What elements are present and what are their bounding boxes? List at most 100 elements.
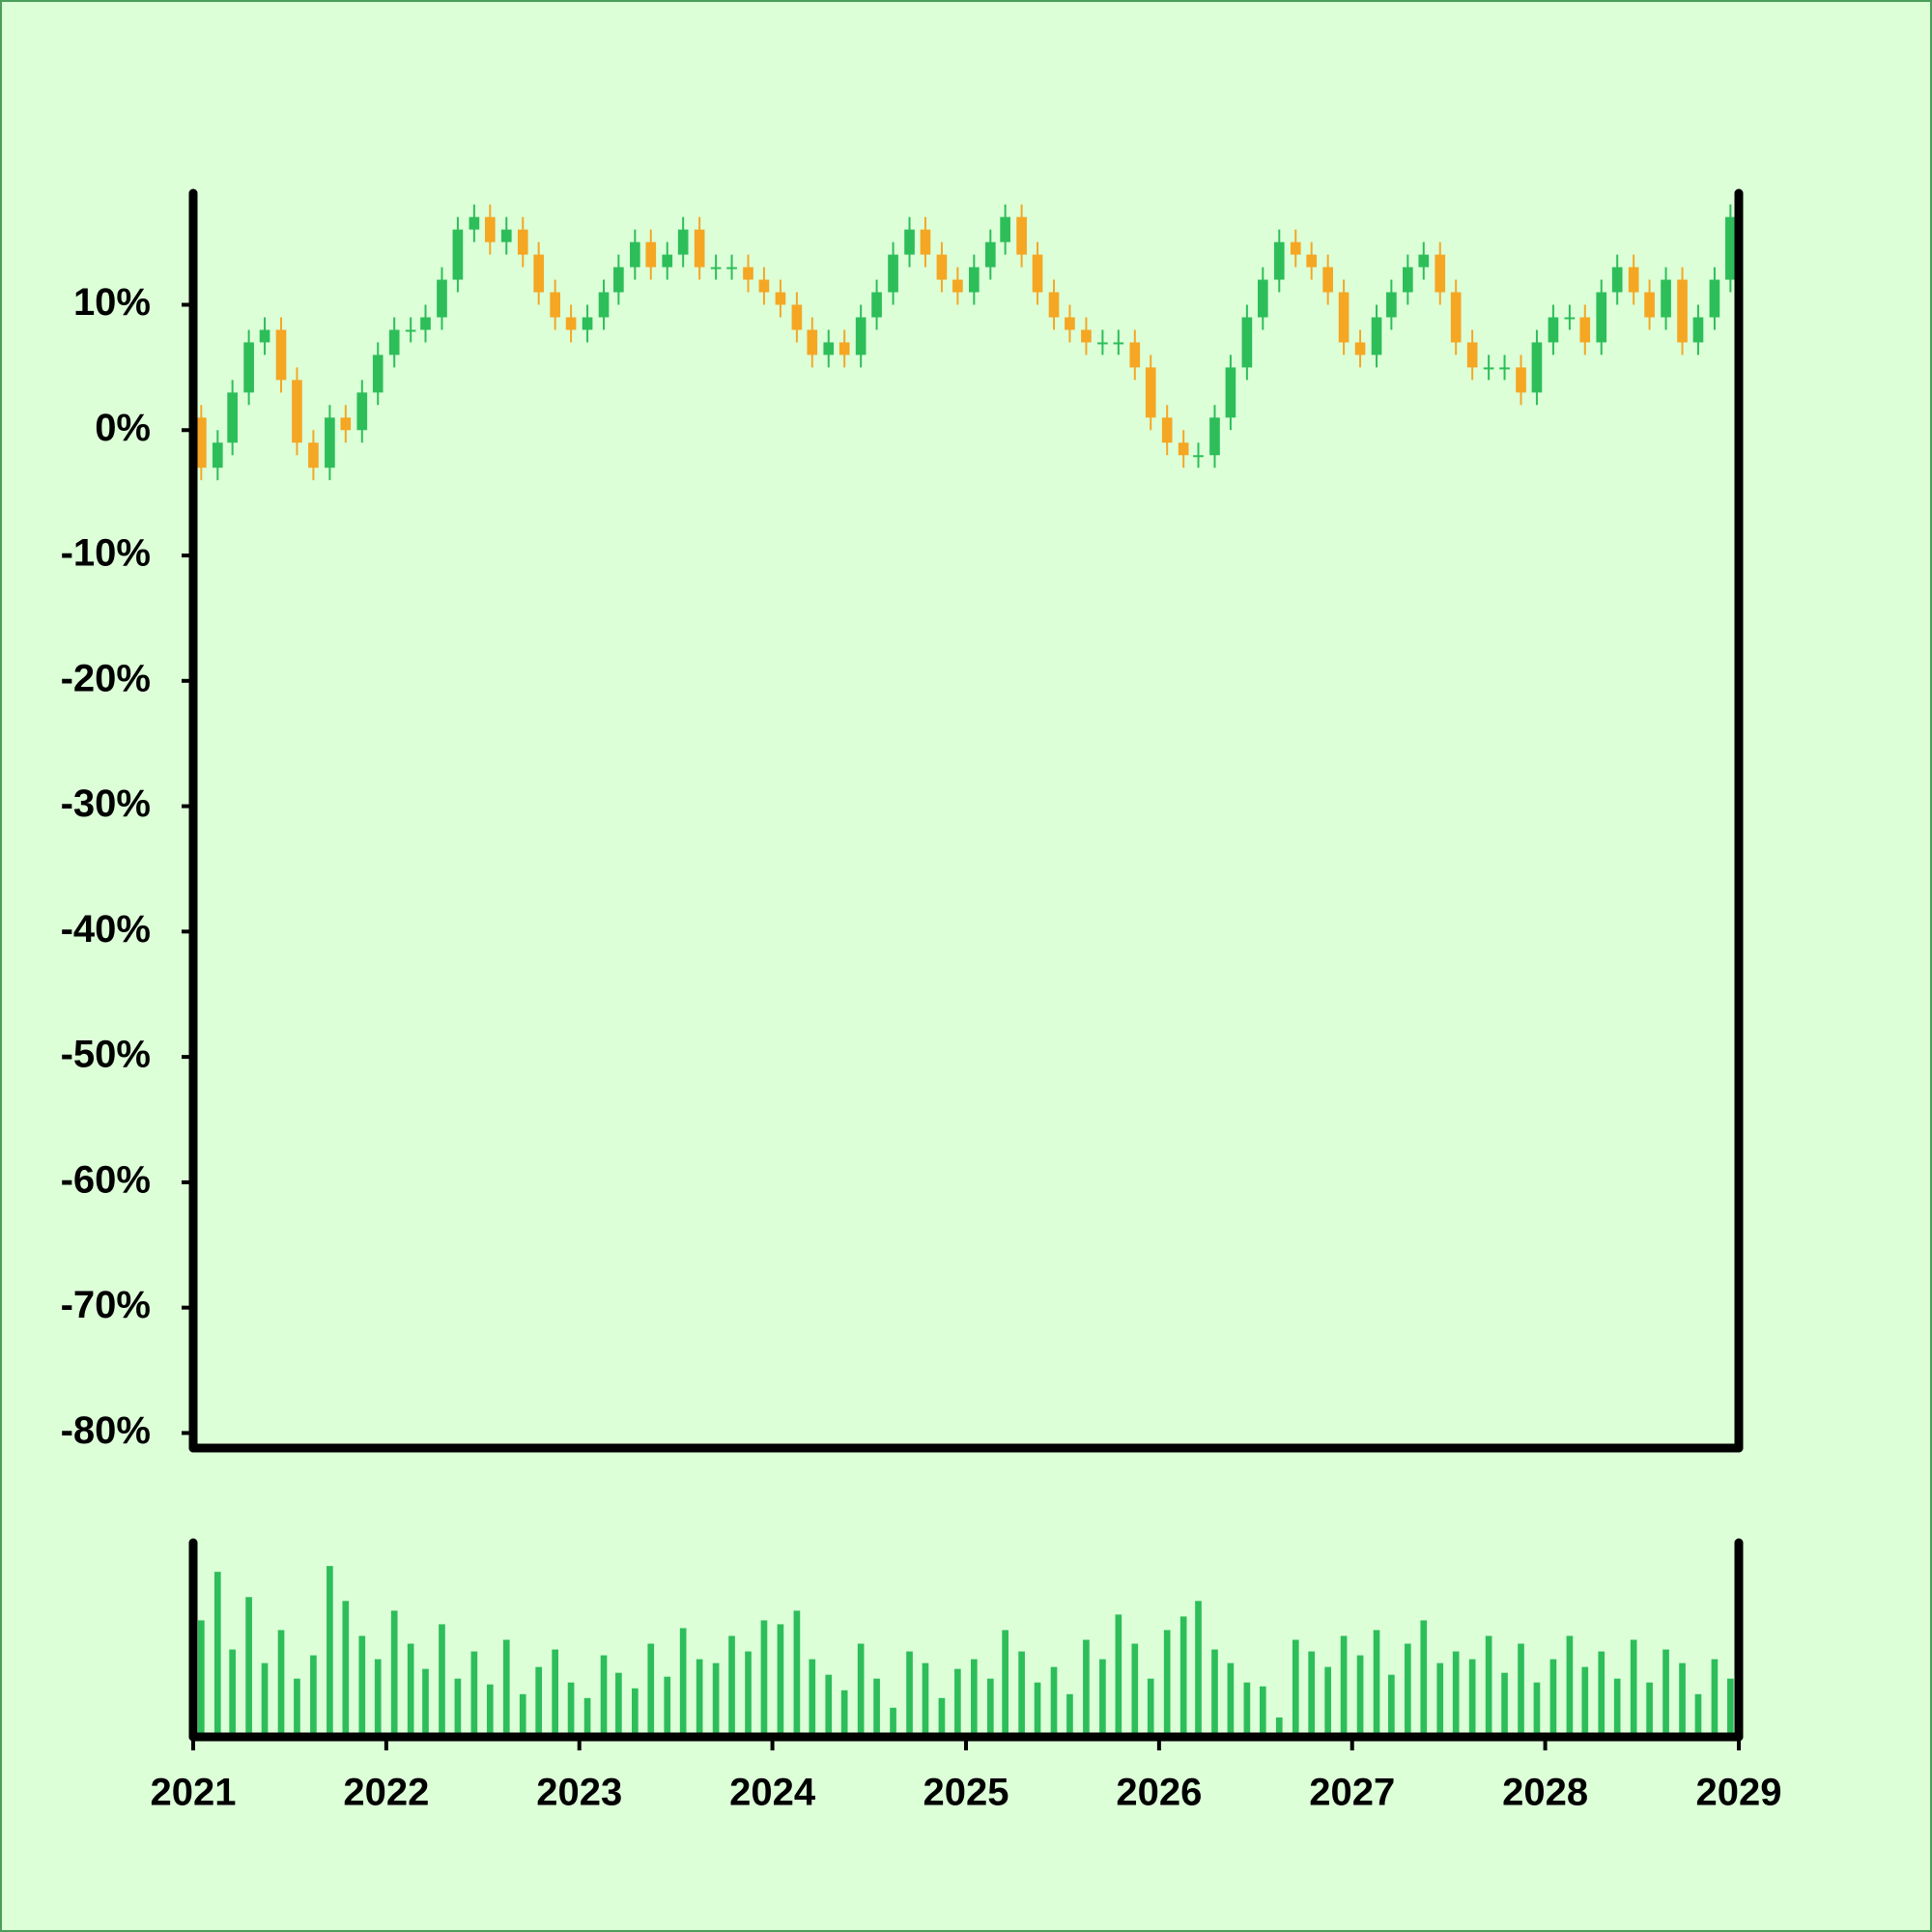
volume-bar	[1662, 1649, 1669, 1737]
y-tick-label: -40%	[61, 908, 151, 951]
candle-body	[469, 216, 480, 230]
candle-body	[1209, 417, 1220, 456]
volume-bar	[229, 1649, 236, 1737]
candle-body	[1354, 342, 1366, 355]
volume-bar	[1308, 1651, 1316, 1737]
candle-body	[1483, 367, 1494, 370]
volume-bar	[1324, 1666, 1331, 1737]
candle-body	[1435, 254, 1446, 293]
candle-body	[1097, 342, 1108, 345]
volume-bar	[615, 1672, 622, 1737]
candle-body	[1516, 367, 1526, 393]
candle-body	[1418, 254, 1430, 268]
volume-bar	[1598, 1651, 1605, 1737]
candle-body	[388, 329, 400, 355]
volume-bar	[1066, 1693, 1073, 1737]
candle-body	[405, 329, 416, 332]
candle-body	[758, 279, 770, 293]
volume-bar	[986, 1678, 994, 1737]
volume-bar	[1211, 1649, 1218, 1737]
candle-body	[1466, 342, 1478, 368]
volume-bar	[745, 1651, 752, 1737]
candle-body	[694, 229, 705, 268]
candle-body	[1032, 254, 1043, 293]
candle-body	[1306, 254, 1318, 268]
volume-bar	[1533, 1682, 1541, 1737]
candle-body	[1386, 292, 1397, 318]
volume-bar	[1179, 1616, 1187, 1737]
y-tick-label: 0%	[95, 407, 151, 449]
volume-bar	[632, 1688, 639, 1737]
candle-body	[1531, 342, 1543, 393]
volume-bar	[261, 1662, 269, 1737]
volume-bar	[793, 1610, 801, 1737]
candle-body	[1065, 317, 1075, 330]
candle-body	[1241, 317, 1253, 368]
volume-bar	[1115, 1614, 1122, 1737]
candle-body	[791, 304, 803, 330]
candle-body	[437, 279, 447, 318]
candle-body	[1161, 417, 1173, 443]
candle-body	[1016, 216, 1027, 255]
volume-bar	[760, 1620, 768, 1737]
volume-bar	[567, 1682, 575, 1737]
candle-body	[677, 229, 689, 255]
x-tick-label: 2027	[1309, 1772, 1395, 1814]
volume-bar	[938, 1697, 946, 1737]
volume-bar	[583, 1697, 591, 1737]
candle-body	[565, 317, 577, 330]
y-tick-label: -10%	[61, 532, 151, 575]
candle-body	[726, 267, 737, 270]
candle-body	[1499, 367, 1510, 370]
x-tick-label: 2022	[343, 1772, 429, 1814]
volume-bar	[1727, 1678, 1734, 1737]
volume-bar	[470, 1651, 478, 1737]
candle-body	[420, 317, 431, 330]
candle-body	[1661, 279, 1671, 318]
volume-bar	[922, 1662, 929, 1737]
volume-bar	[679, 1628, 687, 1737]
candle-body	[227, 392, 238, 443]
candle-body	[372, 355, 384, 393]
volume-bar	[1436, 1662, 1444, 1737]
volume-bar	[439, 1624, 445, 1737]
volume-bar	[535, 1666, 543, 1737]
candle-body	[243, 342, 254, 393]
volume-bar	[890, 1707, 896, 1737]
candle-body	[1628, 267, 1639, 293]
volume-bar	[1356, 1655, 1364, 1737]
candle-body	[888, 254, 898, 293]
volume-bar	[358, 1635, 366, 1737]
volume-bar	[906, 1651, 913, 1737]
candle-body	[1725, 216, 1736, 280]
candle-body	[984, 242, 996, 268]
candle-body	[969, 267, 980, 293]
candle-body	[1596, 292, 1607, 343]
candle-body	[500, 229, 512, 242]
x-tick-label: 2029	[1696, 1772, 1782, 1814]
candle-body	[1145, 367, 1156, 418]
volume-bar	[486, 1684, 494, 1737]
volume-bar	[1292, 1639, 1299, 1737]
candle-body	[275, 329, 287, 381]
candle-body	[904, 229, 915, 255]
volume-bar	[1679, 1662, 1686, 1737]
volume-bar	[1388, 1674, 1395, 1737]
candle-body	[582, 317, 593, 330]
volume-bar	[552, 1649, 558, 1737]
volume-bar	[1420, 1620, 1428, 1737]
candle-body	[1257, 279, 1268, 318]
candle-body	[292, 380, 302, 443]
candle-body	[630, 242, 640, 268]
x-tick-label: 2028	[1502, 1772, 1588, 1814]
volume-bar	[342, 1601, 350, 1737]
volume-bar	[1131, 1643, 1139, 1737]
candle-body	[613, 267, 624, 293]
volume-bar	[1147, 1678, 1154, 1737]
candle-body	[356, 392, 368, 431]
volume-bar	[1275, 1717, 1283, 1737]
volume-bar	[1711, 1659, 1719, 1737]
volume-bar	[422, 1668, 429, 1737]
volume-bar	[873, 1678, 880, 1737]
